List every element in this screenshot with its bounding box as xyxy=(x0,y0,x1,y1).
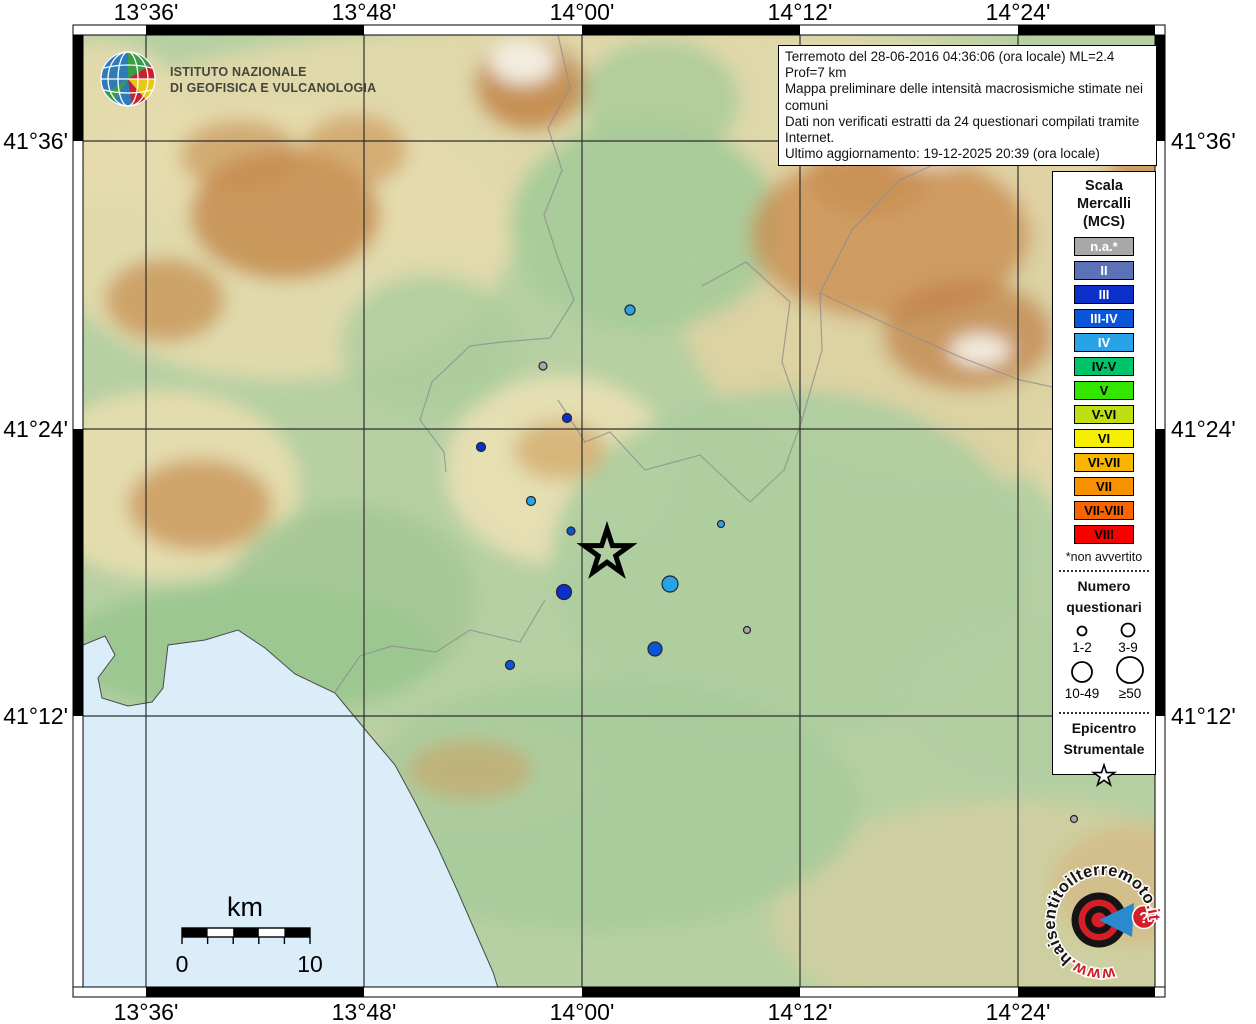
legend-scale-boxes: n.a.* II III III-IV IV IV-V V V-VI VI VI-VII VII VI… xyxy=(1053,237,1155,544)
legend-title-line: Mercalli xyxy=(1077,196,1131,212)
scale-end-label: 10 xyxy=(297,951,323,977)
intensity-point-III xyxy=(555,583,573,601)
info-line-update: Ultimo aggiornamento: 19-12-2025 20:39 (… xyxy=(785,146,1100,162)
legend-item-V-VI: V-VI xyxy=(1074,405,1134,424)
quest-size-label: ≥50 xyxy=(1119,686,1141,701)
legend-item-IV: IV xyxy=(1074,333,1134,352)
legend-item-II: II xyxy=(1074,261,1134,280)
legend-title-line: (MCS) xyxy=(1083,214,1125,230)
epicenter-legend-title: Epicentro Strumentale xyxy=(1053,718,1155,760)
info-line-event: Terremoto del 28-06-2016 04:36:06 (ora l… xyxy=(785,49,1115,81)
epicenter-star-layer xyxy=(576,520,638,579)
sea xyxy=(83,629,499,987)
quest-size-circle xyxy=(1116,656,1144,684)
intensity-point-n.a. xyxy=(742,625,752,635)
legend-item-VII: VII xyxy=(1074,477,1134,496)
info-line-map: Mappa preliminare delle intensità macros… xyxy=(785,81,1143,113)
legend-title: Scala Mercalli (MCS) xyxy=(1053,177,1155,231)
quest-size-circle xyxy=(1120,622,1136,638)
intensity-point-III-IV xyxy=(566,526,576,536)
ingv-name-line2: DI GEOFISICA E VULCANOLOGIA xyxy=(170,80,377,95)
legend-title-line: Scala xyxy=(1085,178,1123,194)
ingv-name-line1: ISTITUTO NAZIONALE xyxy=(170,65,307,79)
questionnaires-title-line: questionari xyxy=(1066,599,1142,615)
quest-size-label: 1-2 xyxy=(1072,640,1092,655)
question-mark: ? xyxy=(1139,910,1149,927)
legend-item-VI: VI xyxy=(1074,429,1134,448)
quest-size-label: 10-49 xyxy=(1065,686,1100,701)
epicenter-title-line: Epicentro xyxy=(1071,720,1137,736)
legend-separator xyxy=(1059,712,1149,714)
scale-bar: km 0 10 xyxy=(165,890,335,982)
info-line-data: Dati non verificati estratti da 24 quest… xyxy=(785,113,1140,146)
haisentitoilterremoto-logo: ? www.haisentitoilterremoto.it xyxy=(1036,858,1168,990)
scale-unit-label: km xyxy=(227,892,263,922)
legend-item-V: V xyxy=(1074,381,1134,400)
legend-item-IV-V: IV-V xyxy=(1074,357,1134,376)
intensity-point-III-IV xyxy=(647,641,663,657)
intensity-points xyxy=(475,304,1079,824)
intensity-point-n.a. xyxy=(538,361,548,371)
intensity-point-III xyxy=(475,441,487,453)
intensity-point-IV xyxy=(525,495,537,507)
legend-item-VI-VII: VI-VII xyxy=(1074,453,1134,472)
legend-item-VIII: VIII xyxy=(1074,525,1134,544)
legend-item-III: III xyxy=(1074,285,1134,304)
epicenter-title-line: Strumentale xyxy=(1063,741,1145,757)
quest-size-circle xyxy=(1076,625,1088,637)
quest-size-circle xyxy=(1071,661,1093,683)
terrain-relief xyxy=(83,35,1155,987)
intensity-point-III xyxy=(561,412,573,424)
intensity-point-III-IV xyxy=(504,659,516,671)
quest-size-label: 3-9 xyxy=(1118,640,1138,655)
questionnaires-title: Numero questionari xyxy=(1053,576,1155,618)
scale-ticks xyxy=(181,937,311,944)
epicenter-star-glyph xyxy=(1091,762,1117,787)
scale-start-label: 0 xyxy=(176,951,189,977)
ingv-globe-icon xyxy=(100,51,156,107)
ingv-logo: ISTITUTO NAZIONALE DI GEOFISICA E VULCAN… xyxy=(98,44,376,116)
legend-panel: Scala Mercalli (MCS) n.a.* II III III-IV IV IV-… xyxy=(1052,171,1156,787)
intensity-point-n.a. xyxy=(1069,814,1079,824)
intensity-point-IV xyxy=(716,519,726,529)
megaphone-icon xyxy=(1099,903,1134,937)
map-frame xyxy=(72,24,1166,998)
legend-footnote: *non avvertito xyxy=(1065,550,1143,564)
legend-item-III-IV: III-IV xyxy=(1074,309,1134,328)
intensity-point-IV xyxy=(661,575,679,593)
legend-item-VII-VIII: VII-VIII xyxy=(1074,501,1134,520)
legend-separator xyxy=(1059,570,1149,572)
questionnaire-size-legend: 1-2 3-9 10-49 ≥50 xyxy=(1065,622,1144,701)
question-badge xyxy=(1131,904,1157,930)
epicenter-star-icon xyxy=(1091,762,1117,787)
epicenter-star xyxy=(576,520,638,579)
legend-item-n.a.*: n.a.* xyxy=(1074,237,1134,256)
intensity-point-IV xyxy=(624,304,636,316)
questionnaires-title-line: Numero xyxy=(1077,578,1131,594)
earthquake-info-box: Terremoto del 28-06-2016 04:36:06 (ora l… xyxy=(778,45,1157,167)
